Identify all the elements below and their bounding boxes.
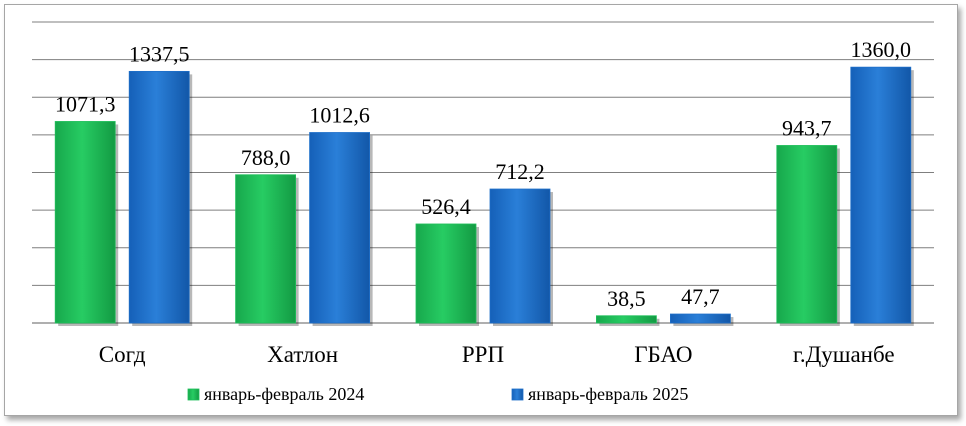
bar-2024 <box>776 145 838 324</box>
data-label-2024: 943,7 <box>782 115 832 140</box>
x-tick-label: г.Душанбе <box>793 342 895 367</box>
data-label-2025: 1012,6 <box>309 103 370 128</box>
bar-2024 <box>235 174 297 324</box>
bar-2025 <box>489 188 551 324</box>
legend-label-2025: январь-февраль 2025 <box>528 384 688 404</box>
data-label-2025: 1337,5 <box>129 41 190 66</box>
x-tick-label: РРП <box>462 342 504 367</box>
data-label-2025: 1360,0 <box>851 37 912 62</box>
bar-2024 <box>415 223 477 324</box>
legend-swatch-2024 <box>187 388 200 401</box>
legend-label-2024: январь-февраль 2024 <box>204 384 364 404</box>
bar-2025 <box>670 313 731 324</box>
legend-swatch-2025 <box>511 388 524 401</box>
data-label-2025: 712,2 <box>495 159 545 184</box>
data-label-2024: 788,0 <box>241 145 291 170</box>
legend: январь-февраль 2024 январь-февраль 2025 <box>187 384 688 404</box>
x-axis: Согд Хатлон РРП ГБАО г.Душанбе <box>99 342 895 367</box>
data-label-2024: 1071,3 <box>55 91 116 116</box>
x-tick-label: ГБАО <box>634 342 692 367</box>
data-label-2025: 47,7 <box>681 284 720 309</box>
x-tick-label: Согд <box>99 342 146 367</box>
bar-2025 <box>128 70 190 324</box>
data-label-2024: 38,5 <box>607 286 646 311</box>
data-labels: 1071,3 1337,5 788,0 1012,6 526,4 712,2 38,5 47,… <box>55 37 911 311</box>
data-label-2024: 526,4 <box>421 194 471 219</box>
bar-2025 <box>850 66 912 324</box>
bar-2025 <box>309 132 371 324</box>
bar-2024 <box>54 121 116 324</box>
bars <box>54 66 914 327</box>
x-tick-label: Хатлон <box>267 342 338 367</box>
bar-2024 <box>596 315 657 324</box>
